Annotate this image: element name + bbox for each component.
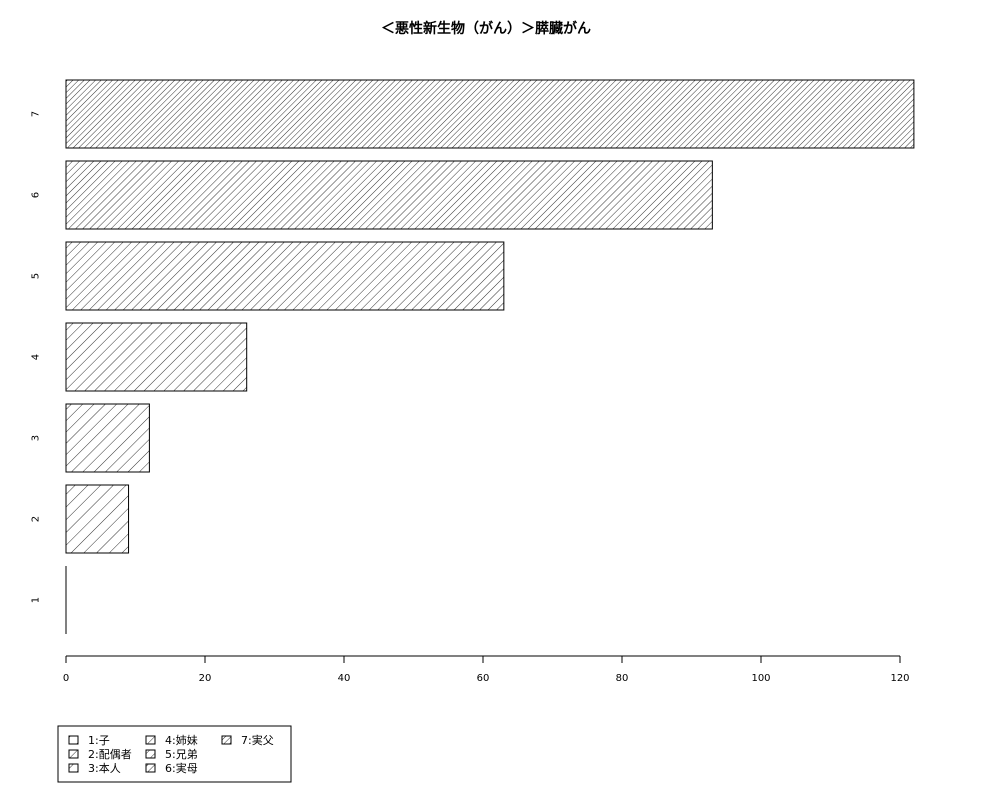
y-tick-label-4: 4 (31, 354, 42, 360)
legend-label-4: 4:姉妹 (165, 733, 198, 747)
legend-label-5: 5:兄弟 (165, 748, 198, 761)
legend-key-3 (68, 763, 79, 773)
x-tick-label-60: 60 (477, 673, 490, 684)
x-tick-label-120: 120 (890, 673, 909, 684)
legend-key-7 (221, 735, 232, 745)
x-tick-label-0: 0 (63, 673, 69, 684)
bars-layer (65, 79, 915, 634)
chart-title: ＜悪性新生物（がん）＞膵臓がん (381, 21, 591, 37)
legend-label-2: 2:配偶者 (88, 748, 132, 761)
x-tick-label-100: 100 (751, 673, 770, 684)
bar-4 (65, 322, 248, 392)
legend-box (57, 725, 292, 783)
legend-label-6: 6:実母 (165, 761, 198, 775)
legend-key-5 (145, 749, 156, 759)
y-tick-label-6: 6 (31, 192, 42, 198)
bar-5 (65, 241, 505, 311)
bar-6 (65, 160, 713, 230)
legend-key-4 (145, 735, 156, 745)
x-tick-label-40: 40 (338, 673, 351, 684)
y-tick-label-7: 7 (31, 111, 42, 117)
x-tick-label-80: 80 (616, 673, 629, 684)
legend-label-3: 3:本人 (88, 761, 121, 775)
y-tick-label-2: 2 (31, 516, 42, 522)
bar-2 (65, 484, 130, 554)
y-tick-label-1: 1 (31, 597, 42, 603)
x-axis: 0 20 40 60 80 100 120 (63, 655, 910, 684)
y-axis: 1 2 3 4 5 6 7 (31, 111, 42, 603)
bar-3 (65, 403, 150, 473)
legend-key-6 (145, 763, 156, 773)
legend-label-7: 7:実父 (241, 733, 274, 747)
bar-7 (65, 79, 915, 149)
legend-label-1: 1:子 (88, 734, 110, 747)
y-tick-label-3: 3 (31, 435, 42, 441)
x-tick-label-20: 20 (199, 673, 212, 684)
legend-key-1 (68, 735, 79, 745)
legend-key-2 (68, 749, 79, 759)
y-tick-label-5: 5 (31, 273, 42, 279)
